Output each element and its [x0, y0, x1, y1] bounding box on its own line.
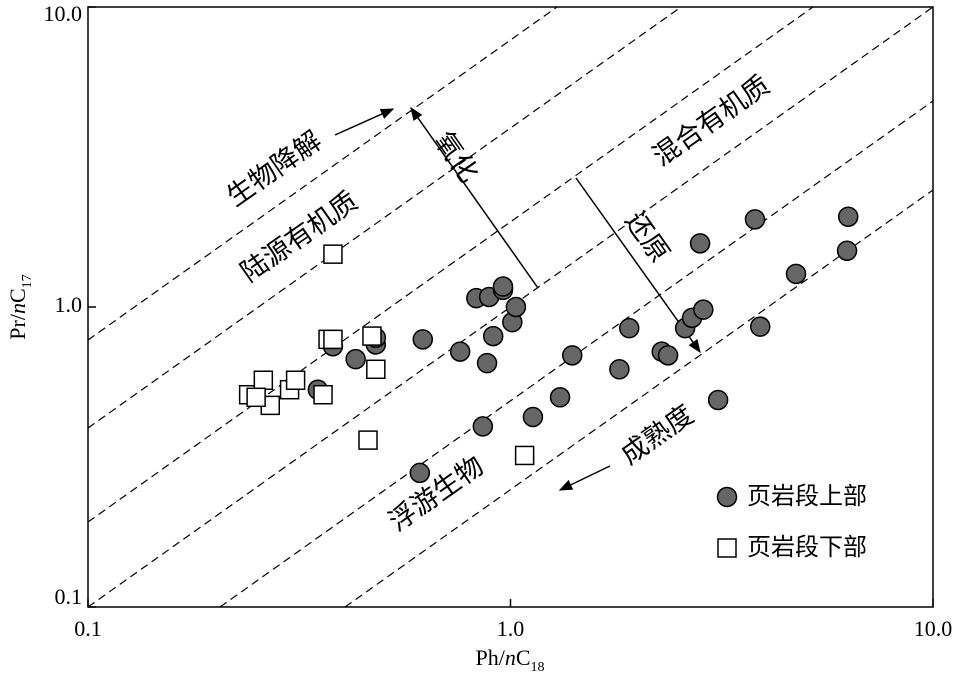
data-point [657, 345, 679, 366]
data-point [253, 370, 274, 390]
data-point [409, 462, 431, 484]
biodegradation-arrow [334, 108, 395, 136]
guide-line [88, 7, 682, 429]
guide-lines [88, 7, 933, 607]
legend-marker [717, 538, 737, 558]
annotation: 氧化 [428, 126, 484, 188]
data-point [514, 445, 535, 466]
data-point [618, 317, 640, 339]
annotation: 成熟度 [615, 399, 699, 471]
guide-line [219, 100, 933, 607]
x-tick-label: 1.0 [497, 616, 525, 641]
guide-line [88, 7, 933, 607]
data-point [549, 387, 571, 408]
data-point [561, 345, 583, 366]
data-point [749, 316, 771, 337]
data-point [837, 206, 859, 227]
maturity-arrow [558, 465, 611, 491]
annotation: 还原 [619, 206, 675, 268]
annotation: 浮游生物 [383, 451, 489, 538]
data-point [358, 430, 378, 450]
guide-line [344, 189, 933, 607]
data-point [693, 299, 714, 320]
data-point [785, 263, 807, 285]
legend-marker [716, 486, 738, 508]
guide-line [88, 7, 558, 341]
annotation: 混合有机质 [647, 70, 775, 173]
data-point [313, 384, 333, 405]
data-point [492, 276, 514, 297]
data-point [522, 406, 544, 428]
data-point [323, 244, 343, 264]
data-point [366, 359, 386, 380]
x-tick-label: 10.0 [914, 616, 953, 641]
data-point [362, 326, 382, 346]
data-point [505, 296, 527, 318]
y-tick-label: 0.1 [55, 584, 83, 609]
annotation: 生物降解 [221, 126, 327, 213]
data-point [836, 240, 858, 261]
data-point [345, 348, 366, 370]
legend-label: 页岩段下部 [747, 533, 867, 561]
x-axis-label: Ph/nC18 [475, 645, 544, 675]
data-point [744, 209, 766, 230]
y-axis-label: Pr/nC17 [5, 274, 35, 339]
data-point [482, 325, 504, 347]
data-point [472, 416, 494, 437]
data-point [609, 359, 630, 380]
data-point [246, 387, 266, 408]
oxidation-arrow [410, 106, 539, 289]
data-point [449, 341, 471, 362]
data-point [412, 329, 434, 350]
legend-label: 页岩段上部 [747, 482, 867, 510]
data-point [285, 370, 306, 390]
y-tick-label: 1.0 [55, 292, 83, 317]
x-tick-label: 0.1 [74, 616, 102, 641]
data-point [476, 352, 498, 374]
guide-line [88, 7, 814, 523]
y-tick-label: 10.0 [44, 1, 83, 26]
data-point [323, 329, 343, 350]
data-point [707, 389, 729, 411]
data-point [689, 233, 711, 254]
